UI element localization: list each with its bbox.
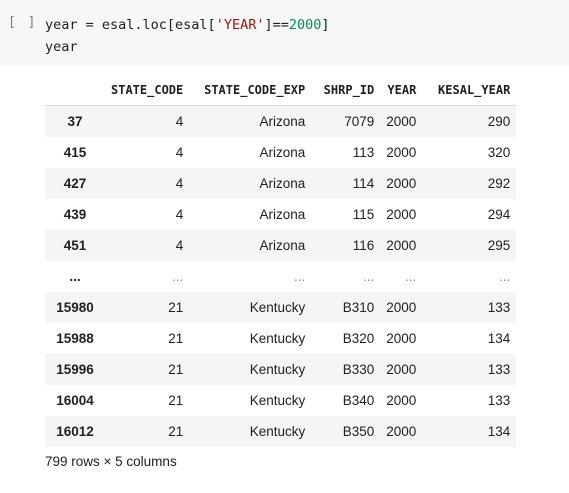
table-cell: ... xyxy=(171,269,184,284)
row-index: 15988 xyxy=(56,331,94,346)
table-cell: B320 xyxy=(342,331,375,346)
table-cell: 320 xyxy=(487,145,511,160)
row-index: 16004 xyxy=(56,393,94,408)
table-cell: 133 xyxy=(487,362,511,377)
table-cell: 4 xyxy=(175,145,184,160)
code-text: year xyxy=(45,39,78,55)
code-text: ]== xyxy=(264,17,289,33)
code-string-literal: 'YEAR' xyxy=(215,17,265,33)
dataframe-shape-info: 799 rows × 5 columns xyxy=(45,454,177,469)
table-cell: 4 xyxy=(175,207,184,222)
table-row: 15996 21 Kentucky B330 2000 133 xyxy=(45,354,517,385)
table-cell: Kentucky xyxy=(249,331,306,346)
table-cell: 4 xyxy=(175,176,184,191)
table-cell: 292 xyxy=(487,176,511,191)
row-index: 37 xyxy=(67,114,83,129)
column-header: KESAL_YEAR xyxy=(422,74,517,106)
table-row: .................. xyxy=(45,261,517,292)
row-index: 427 xyxy=(63,176,87,191)
table-cell: 21 xyxy=(168,362,184,377)
table-cell: 2000 xyxy=(386,424,417,439)
table-cell: 4 xyxy=(175,114,184,129)
table-cell: ... xyxy=(362,269,375,284)
table-cell: 295 xyxy=(487,238,511,253)
code-editor[interactable]: year = esal.loc[esal['YEAR']==2000] year xyxy=(45,14,330,58)
table-cell: 2000 xyxy=(386,207,417,222)
column-header: STATE_CODE_EXP xyxy=(189,74,312,106)
row-index: 415 xyxy=(63,145,87,160)
row-index: ... xyxy=(69,269,81,284)
row-index: 16012 xyxy=(56,424,94,439)
column-header: SHRP_ID xyxy=(311,74,381,106)
table-cell: ... xyxy=(499,269,511,284)
table-cell: 116 xyxy=(352,238,375,253)
cell-output: STATE_CODE STATE_CODE_EXP SHRP_ID YEAR KESAL… xyxy=(45,74,517,447)
row-index: 439 xyxy=(63,207,87,222)
code-text: ] xyxy=(321,17,330,33)
table-cell: Arizona xyxy=(259,207,306,222)
code-cell[interactable]: [ ] year = esal.loc[esal['YEAR']==2000] … xyxy=(0,0,569,66)
run-cell-button[interactable]: [ ] xyxy=(8,15,38,30)
table-row: 451 4 Arizona 116 2000 295 xyxy=(45,230,517,261)
table-cell: B330 xyxy=(342,362,375,377)
table-row: 16012 21 Kentucky B350 2000 134 xyxy=(45,416,517,447)
table-cell: 2000 xyxy=(386,238,417,253)
table-cell: 113 xyxy=(352,145,375,160)
table-row: 37 4 Arizona 7079 2000 290 xyxy=(45,105,517,137)
table-cell: 115 xyxy=(352,207,375,222)
table-cell: 2000 xyxy=(386,393,417,408)
table-row: 15988 21 Kentucky B320 2000 134 xyxy=(45,323,517,354)
table-cell: 21 xyxy=(168,424,184,439)
table-cell: 2000 xyxy=(386,300,417,315)
table-cell: Arizona xyxy=(259,145,306,160)
table-body: 37 4 Arizona 7079 2000 290 415 4 Arizona 113 2000 3… xyxy=(45,105,517,447)
table-row: 439 4 Arizona 115 2000 294 xyxy=(45,199,517,230)
table-cell: 21 xyxy=(168,300,184,315)
column-header: STATE_CODE xyxy=(105,74,190,106)
dataframe-table: STATE_CODE STATE_CODE_EXP SHRP_ID YEAR KESAL… xyxy=(45,74,517,447)
table-cell: 133 xyxy=(487,300,511,315)
table-cell: 21 xyxy=(168,331,184,346)
table-cell: 294 xyxy=(487,207,511,222)
table-cell: 133 xyxy=(487,393,511,408)
table-cell: B340 xyxy=(342,393,375,408)
table-cell: 4 xyxy=(175,238,184,253)
table-row: 16004 21 Kentucky B340 2000 133 xyxy=(45,385,517,416)
index-header xyxy=(45,74,105,106)
column-header: YEAR xyxy=(380,74,423,106)
table-cell: Arizona xyxy=(259,176,306,191)
table-cell: Arizona xyxy=(259,238,306,253)
table-cell: 2000 xyxy=(386,176,417,191)
table-cell: 134 xyxy=(487,424,511,439)
table-cell: 2000 xyxy=(386,362,417,377)
table-cell: 2000 xyxy=(386,331,417,346)
table-header-row: STATE_CODE STATE_CODE_EXP SHRP_ID YEAR KESAL… xyxy=(45,74,517,106)
table-cell: Arizona xyxy=(259,114,306,129)
row-index: 451 xyxy=(63,238,87,253)
table-cell: ... xyxy=(293,269,306,284)
table-cell: 21 xyxy=(168,393,184,408)
table-cell: 134 xyxy=(487,331,511,346)
table-cell: 114 xyxy=(352,176,375,191)
table-row: 415 4 Arizona 113 2000 320 xyxy=(45,137,517,168)
table-row: 15980 21 Kentucky B310 2000 133 xyxy=(45,292,517,323)
table-cell: Kentucky xyxy=(249,424,306,439)
table-cell: 2000 xyxy=(386,114,417,129)
table-cell: Kentucky xyxy=(249,362,306,377)
table-row: 427 4 Arizona 114 2000 292 xyxy=(45,168,517,199)
row-index: 15980 xyxy=(56,300,94,315)
table-cell: B310 xyxy=(342,300,375,315)
table-cell: B350 xyxy=(342,424,375,439)
table-cell: ... xyxy=(405,269,417,284)
table-cell: 7079 xyxy=(344,114,375,129)
table-cell: Kentucky xyxy=(249,300,306,315)
table-cell: 290 xyxy=(487,114,511,129)
table-cell: 2000 xyxy=(386,145,417,160)
table-cell: Kentucky xyxy=(249,393,306,408)
code-number-literal: 2000 xyxy=(288,17,322,33)
row-index: 15996 xyxy=(56,362,94,377)
code-text: year = esal.loc[esal[ xyxy=(45,17,216,33)
